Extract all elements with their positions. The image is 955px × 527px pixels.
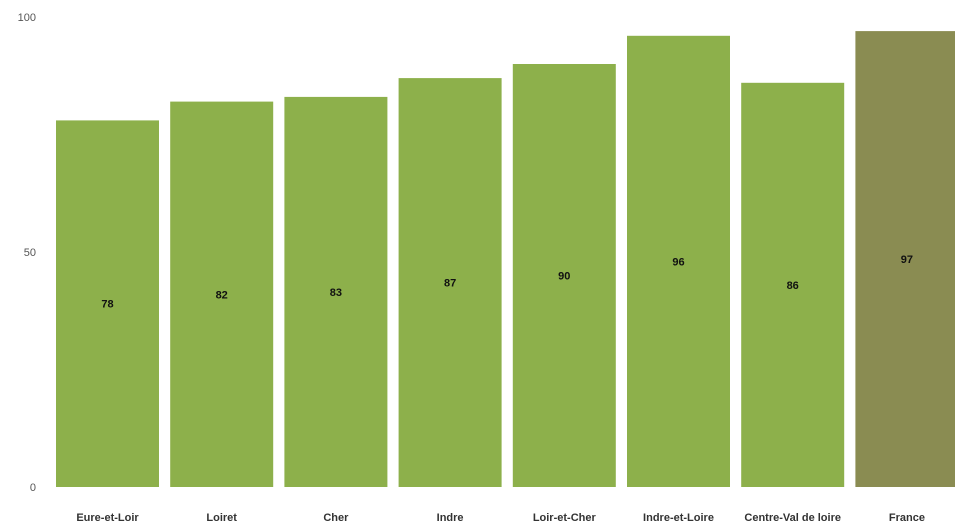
bar-value-label: 96 (672, 256, 684, 268)
x-category-label: Indre-et-Loire (643, 512, 714, 524)
bar-value-label: 78 (101, 299, 113, 311)
bar (398, 78, 502, 487)
bar (170, 101, 274, 487)
bar-value-label: 86 (787, 280, 799, 292)
bar-value-label: 97 (901, 254, 913, 266)
bar (855, 31, 955, 487)
bar (56, 120, 159, 488)
value-labels: 78 82 83 87 90 96 86 97 (101, 254, 913, 311)
bar (512, 64, 616, 487)
x-axis-labels: Eure-et-Loir Loiret Cher Indre Loir-et-Cher I… (76, 512, 925, 524)
y-axis-ticks: 0 50 100 (18, 12, 36, 494)
bars (56, 31, 955, 488)
x-category-label: Loiret (206, 512, 237, 524)
y-tick-label: 100 (18, 12, 36, 24)
bar (741, 82, 845, 488)
x-category-label: Centre-Val de loire (744, 512, 841, 524)
x-category-label: Cher (323, 512, 349, 524)
y-tick-label: 50 (24, 247, 36, 259)
bar-value-label: 83 (330, 287, 342, 299)
bar-value-label: 82 (216, 289, 228, 301)
bar-value-label: 90 (558, 271, 570, 283)
x-category-label: Indre (437, 512, 464, 524)
y-tick-label: 0 (30, 482, 36, 494)
bar (627, 35, 730, 488)
bar (284, 96, 388, 488)
x-category-label: Loir-et-Cher (533, 512, 597, 524)
x-category-label: France (889, 512, 925, 524)
bar-value-label: 87 (444, 278, 456, 290)
x-category-label: Eure-et-Loir (76, 512, 139, 524)
